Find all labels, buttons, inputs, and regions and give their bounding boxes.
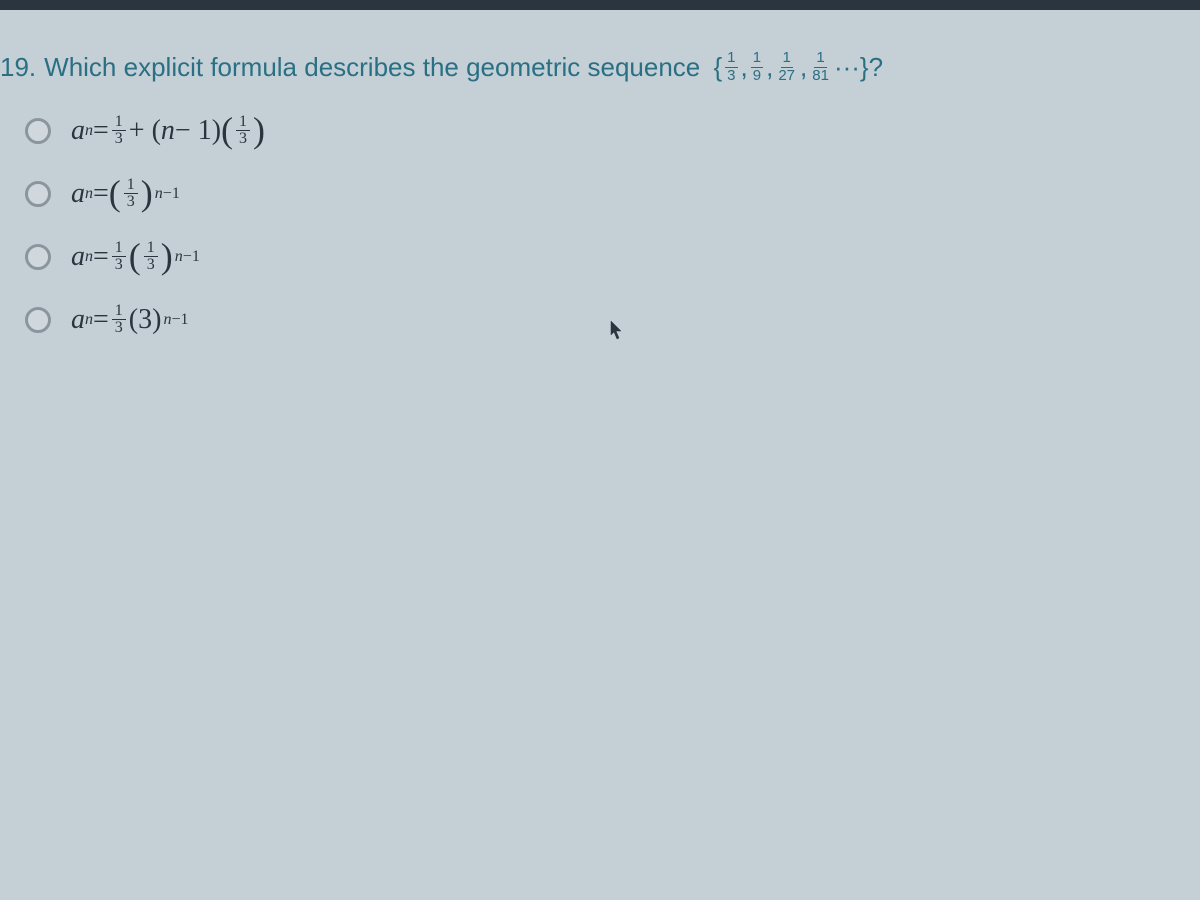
frac-b: 1 3	[124, 177, 138, 210]
formula-c: an = 1 3 ( 1 3 ) n−1	[71, 240, 200, 273]
seq-term-4: 1 81	[810, 50, 831, 84]
radio-c[interactable]	[25, 244, 51, 270]
formula-a: an = 1 3 + (n − 1) ( 1 3 )	[71, 114, 265, 147]
option-a[interactable]: an = 1 3 + (n − 1) ( 1 3 )	[25, 114, 1180, 147]
question-body: Which explicit formula describes the geo…	[44, 52, 700, 83]
top-border	[0, 0, 1200, 10]
formula-b: an = ( 1 3 ) n−1	[71, 177, 180, 210]
formula-d: an = 1 3 (3) n−1	[71, 303, 188, 336]
option-c[interactable]: an = 1 3 ( 1 3 ) n−1	[25, 240, 1180, 273]
question-number: 19.	[0, 52, 36, 83]
sep-3: ,	[800, 52, 807, 83]
sequence-display: { 1 3 , 1 9 , 1 27 , 1 81 ··· }?	[706, 50, 883, 84]
radio-b[interactable]	[25, 181, 51, 207]
brace-close: }?	[860, 52, 883, 83]
frac-c-2: 1 3	[144, 240, 158, 273]
option-d[interactable]: an = 1 3 (3) n−1	[25, 303, 1180, 336]
question-text: 19. Which explicit formula describes the…	[0, 50, 1180, 84]
options-container: an = 1 3 + (n − 1) ( 1 3 ) an =	[0, 114, 1180, 336]
seq-term-3: 1 27	[776, 50, 797, 84]
ellipsis: ···	[834, 52, 860, 83]
brace-open: {	[713, 52, 722, 83]
frac-c-1: 1 3	[112, 240, 126, 273]
option-b[interactable]: an = ( 1 3 ) n−1	[25, 177, 1180, 210]
seq-term-2: 1 9	[751, 50, 763, 84]
seq-term-1: 1 3	[725, 50, 737, 84]
radio-a[interactable]	[25, 118, 51, 144]
radio-d[interactable]	[25, 307, 51, 333]
frac-d: 1 3	[112, 303, 126, 336]
frac-a-1: 1 3	[112, 114, 126, 147]
frac-a-2: 1 3	[236, 114, 250, 147]
question-container: 19. Which explicit formula describes the…	[0, 50, 1180, 336]
sep-1: ,	[741, 52, 748, 83]
sep-2: ,	[766, 52, 773, 83]
cursor-mark	[610, 320, 624, 342]
